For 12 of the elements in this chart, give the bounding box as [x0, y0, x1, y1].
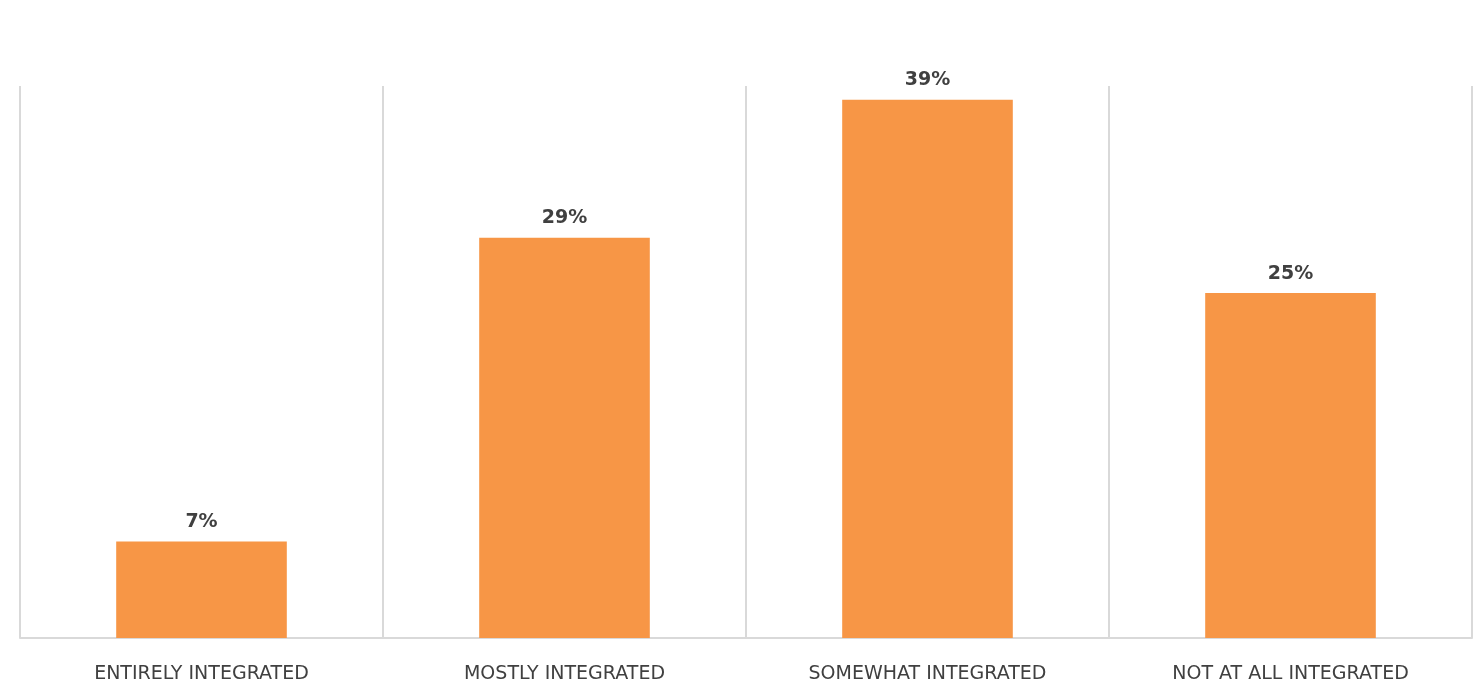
data-label: 29% [541, 205, 588, 228]
x-tick-label: SOMEWHAT INTEGRATED [808, 660, 1047, 683]
data-label: 7% [185, 508, 218, 531]
x-tick-label: MOSTLY INTEGRATED [463, 660, 666, 683]
bar [479, 237, 650, 638]
data-label: 25% [1267, 260, 1314, 283]
bar [842, 99, 1013, 638]
bar [116, 541, 287, 638]
bar [1205, 293, 1376, 638]
data-label: 39% [904, 67, 951, 90]
x-tick-label: ENTIRELY INTEGRATED [94, 660, 309, 683]
x-tick-label: NOT AT ALL INTEGRATED [1172, 660, 1409, 683]
